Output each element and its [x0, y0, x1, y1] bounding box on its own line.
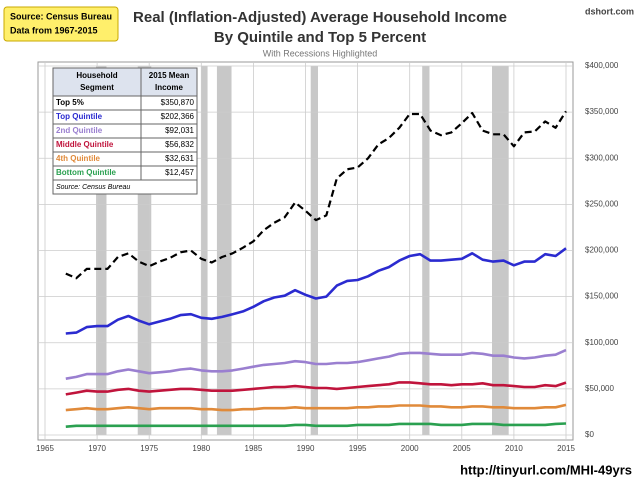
legend-label: 2nd Quintile — [56, 126, 103, 135]
legend-label: 4th Quintile — [56, 154, 101, 163]
table-header-text: 2015 Mean — [149, 71, 190, 80]
x-tick-label: 2000 — [401, 444, 419, 453]
x-tick-label: 2015 — [557, 444, 575, 453]
line-series — [65, 381, 567, 396]
x-tick-label: 1990 — [297, 444, 315, 453]
legend-label: Top 5% — [56, 98, 84, 107]
table-value: $92,031 — [165, 126, 194, 135]
table-value: $32,631 — [165, 154, 194, 163]
table-header — [52, 67, 198, 97]
table-header-text: Segment — [80, 83, 114, 92]
line-series — [65, 348, 567, 380]
line-series — [65, 422, 567, 428]
brand: dshort.com — [585, 6, 634, 16]
y-tick-label: $100,000 — [585, 338, 619, 347]
x-tick-label: 2005 — [453, 444, 471, 453]
x-tick-label: 1995 — [349, 444, 367, 453]
table-source: Source: Census Bureau — [56, 184, 130, 191]
source-line: Data from 1967-2015 — [10, 25, 98, 35]
table-value: $56,832 — [165, 140, 194, 149]
line-series — [65, 110, 567, 280]
y-tick-label: $0 — [585, 430, 594, 439]
x-tick-label: 1970 — [88, 444, 106, 453]
chart-title: By Quintile and Top 5 Percent — [214, 29, 426, 46]
source-box — [3, 6, 119, 42]
x-tick-label: 1975 — [140, 444, 158, 453]
line-series — [65, 247, 567, 335]
y-tick-label: $200,000 — [585, 246, 619, 255]
table-header-text: Income — [155, 83, 184, 92]
table-value: $12,457 — [165, 168, 194, 177]
y-tick-label: $250,000 — [585, 199, 619, 208]
x-tick-label: 1985 — [245, 444, 263, 453]
y-tick-label: $300,000 — [585, 153, 619, 162]
x-tick-label: 1965 — [36, 444, 54, 453]
table-value: $202,366 — [161, 112, 195, 121]
x-tick-label: 2010 — [505, 444, 523, 453]
y-tick-label: $50,000 — [585, 384, 614, 393]
table-value: $350,870 — [161, 98, 195, 107]
y-tick-label: $350,000 — [585, 107, 619, 116]
y-tick-label: $400,000 — [585, 61, 619, 70]
line-series — [65, 403, 567, 412]
chart-subtitle: With Recessions Highlighted — [263, 48, 378, 58]
source-line: Source: Census Bureau — [10, 11, 112, 21]
y-tick-label: $150,000 — [585, 292, 619, 301]
chart-title: Real (Inflation-Adjusted) Average Househ… — [133, 9, 507, 26]
x-tick-label: 1980 — [192, 444, 210, 453]
url: http://tinyurl.com/MHI-49yrs — [460, 462, 632, 477]
legend-label: Bottom Quintile — [56, 168, 117, 177]
legend-label: Middle Quintile — [56, 140, 114, 149]
table-header-text: Household — [76, 71, 117, 80]
legend-label: Top Quintile — [56, 112, 103, 121]
